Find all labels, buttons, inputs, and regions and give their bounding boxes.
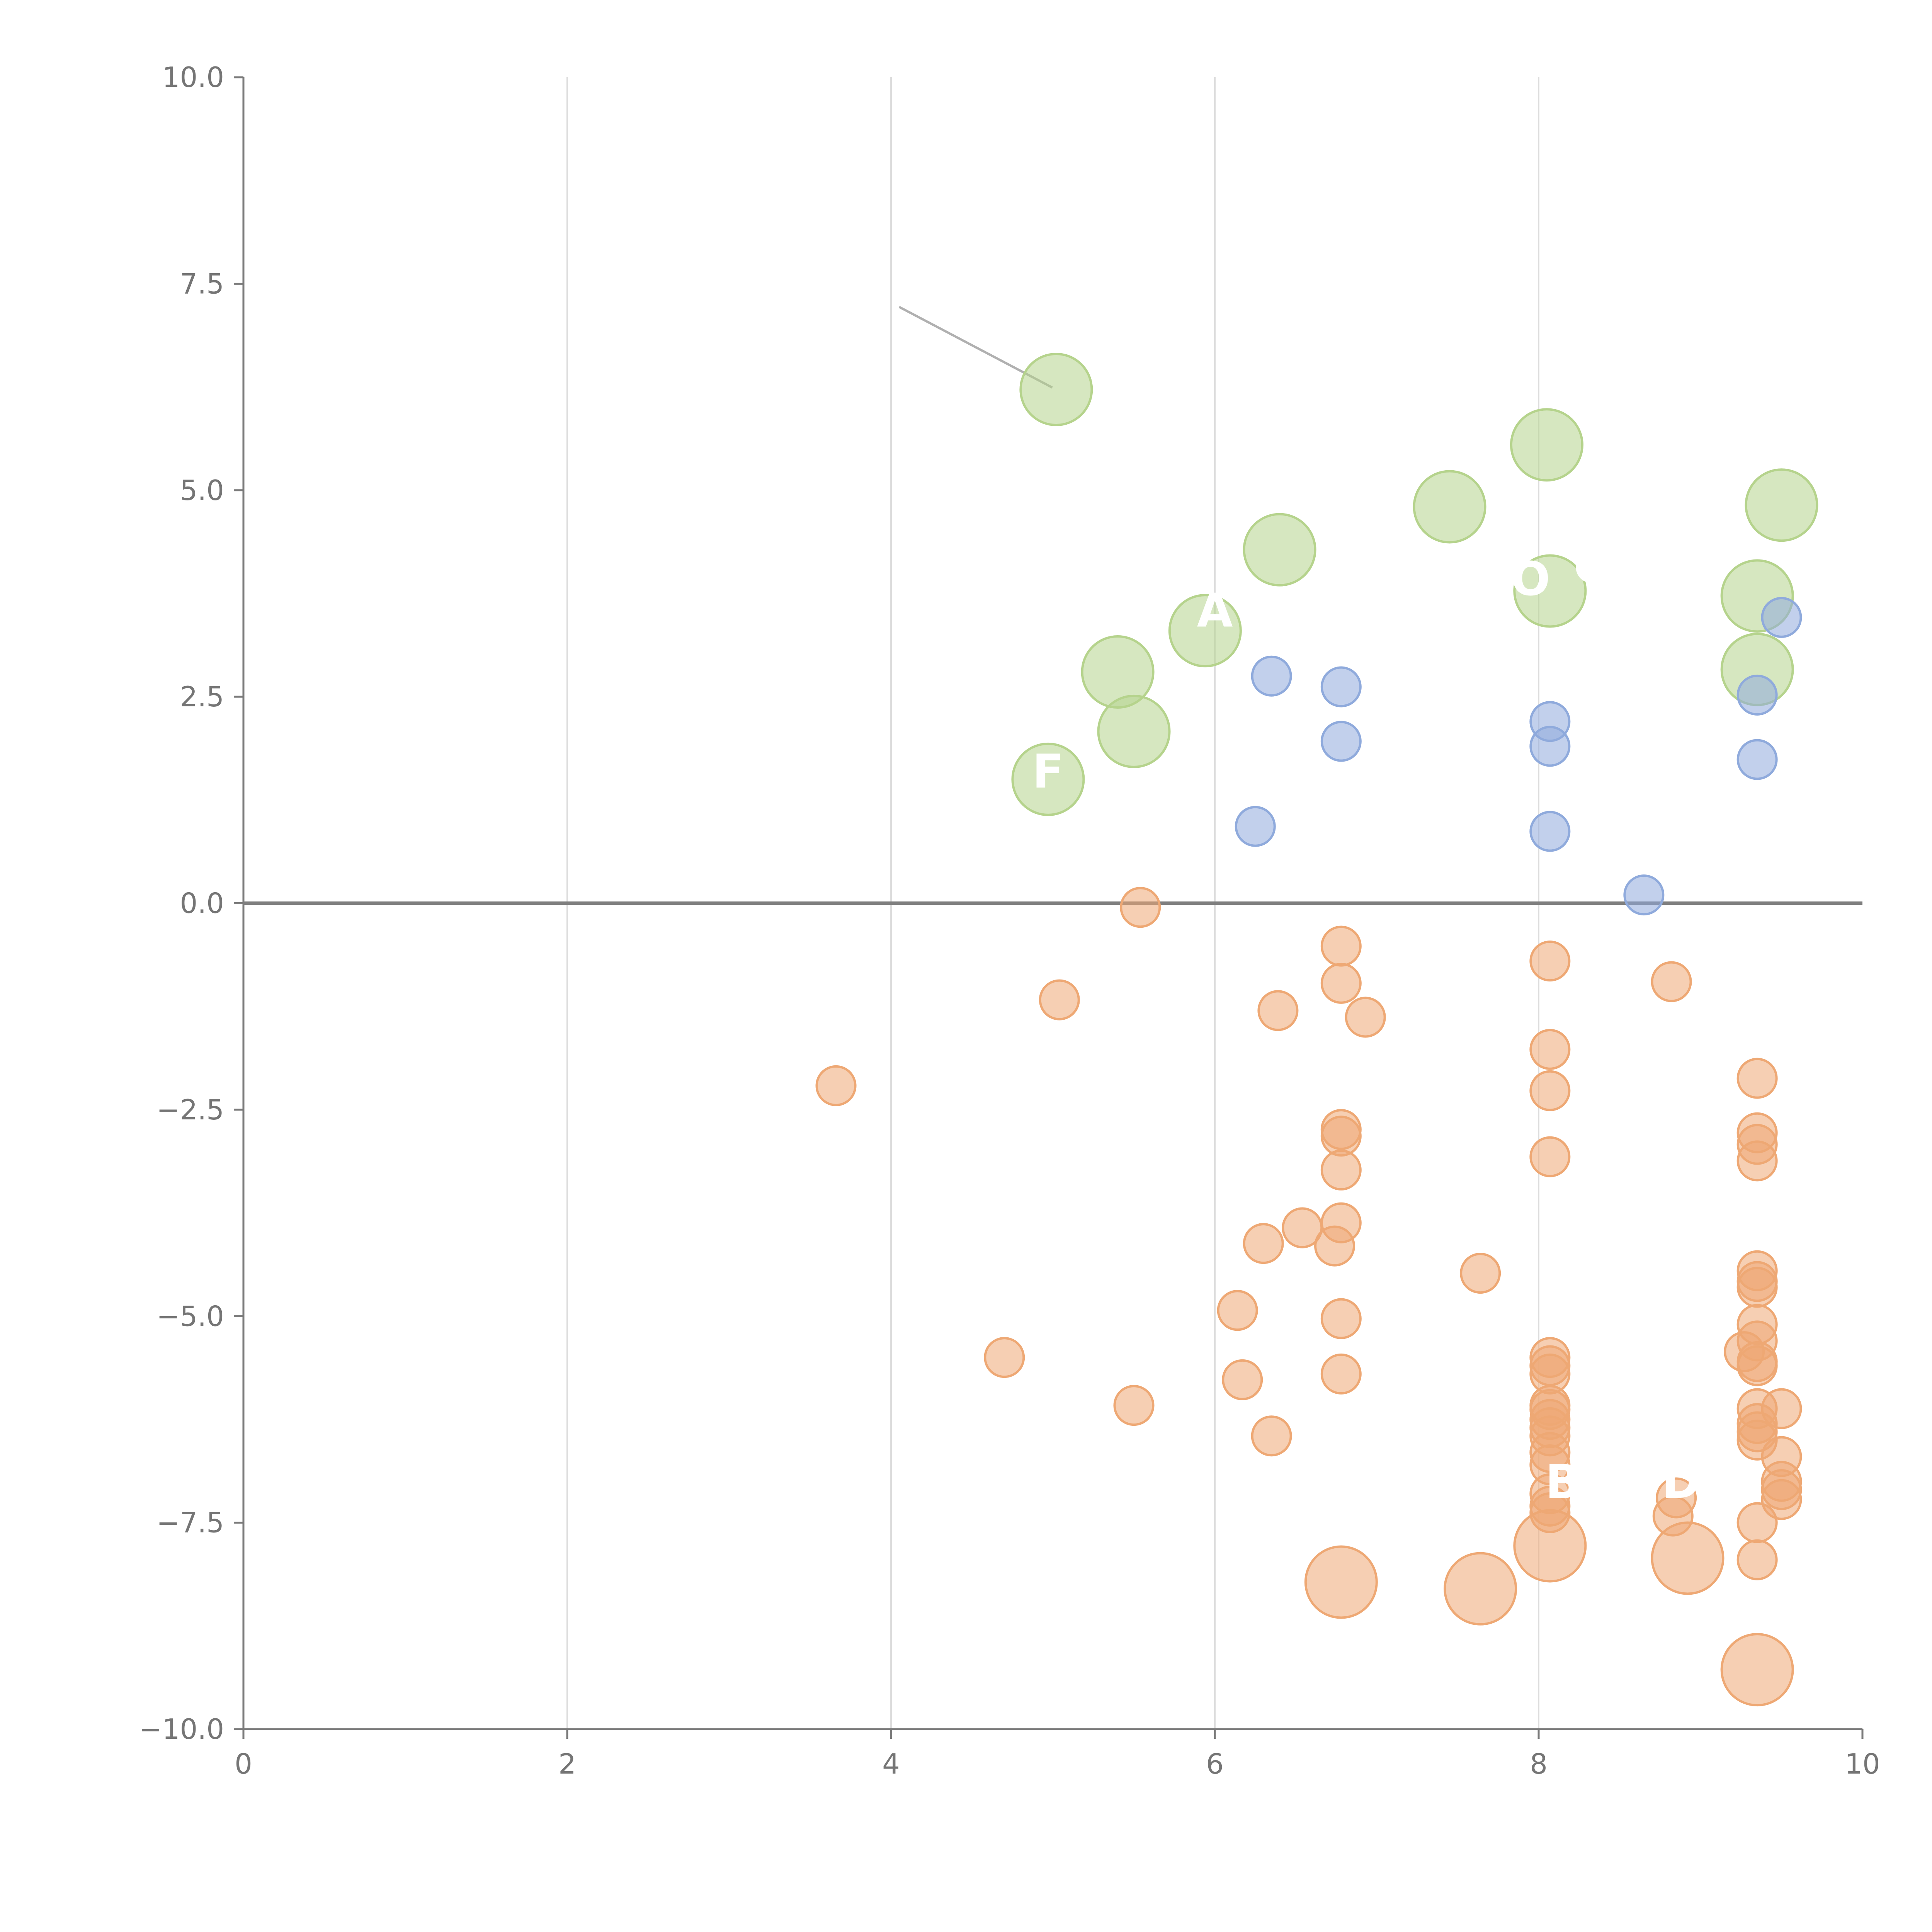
data-point xyxy=(1623,874,1665,916)
data-point xyxy=(1736,1345,1778,1386)
data-point xyxy=(1736,674,1778,716)
data-point xyxy=(1217,1290,1258,1331)
data-point xyxy=(1304,1545,1378,1619)
data-point xyxy=(815,1065,857,1106)
point-label: O xyxy=(1511,553,1550,606)
data-point xyxy=(1529,1029,1571,1070)
y-tick-label: 0.0 xyxy=(180,887,224,920)
data-point xyxy=(1529,1136,1571,1177)
data-point xyxy=(1168,594,1242,668)
data-point xyxy=(1039,979,1080,1020)
point-labels: F A O C B D xyxy=(1032,540,1700,1509)
data-point xyxy=(1320,925,1362,967)
data-point xyxy=(1651,1521,1725,1595)
data-point xyxy=(1345,997,1386,1038)
x-tick-label: 8 xyxy=(1530,1748,1548,1780)
data-point xyxy=(1413,470,1486,544)
data-point xyxy=(1529,811,1571,852)
y-tick-label: −2.5 xyxy=(156,1094,224,1126)
data-point xyxy=(1736,739,1778,780)
point-label: F xyxy=(1032,745,1064,799)
point-label: A xyxy=(1197,584,1233,638)
point-label: C xyxy=(1573,540,1607,594)
point-label: D xyxy=(1662,1456,1701,1509)
data-point xyxy=(1745,468,1818,542)
data-point xyxy=(1097,694,1171,768)
axes: 0 2 4 6 8 10 10.0 7.5 5.0 2.5 0.0 −2.5 −5.0 −7.5 −10.0 xyxy=(139,61,1880,1780)
data-point xyxy=(1529,940,1571,982)
data-point xyxy=(1651,961,1692,1002)
y-tick-label: −5.0 xyxy=(156,1300,224,1332)
data-point xyxy=(1243,1223,1284,1264)
data-point xyxy=(1529,1070,1571,1111)
y-tick-label: 5.0 xyxy=(180,474,224,507)
data-point xyxy=(1222,1359,1263,1400)
y-tick-label: 7.5 xyxy=(180,267,224,300)
x-tick-label: 0 xyxy=(235,1748,252,1780)
x-tick-label: 2 xyxy=(558,1748,576,1780)
data-point xyxy=(1320,1149,1362,1190)
data-point xyxy=(1513,554,1587,628)
y-tick-label: 10.0 xyxy=(162,61,224,94)
data-point xyxy=(1460,1253,1501,1294)
data-point xyxy=(1320,666,1362,707)
data-point xyxy=(1736,1502,1778,1543)
data-point xyxy=(1736,1267,1778,1308)
data-point xyxy=(1736,1140,1778,1182)
y-tick-label: 2.5 xyxy=(180,680,224,713)
data-point xyxy=(984,1337,1025,1378)
data-point xyxy=(1736,1539,1778,1580)
data-point xyxy=(1320,721,1362,762)
data-point xyxy=(1282,1207,1323,1248)
data-point xyxy=(1011,742,1085,816)
data-point xyxy=(1720,1633,1794,1707)
data-point xyxy=(1529,726,1571,767)
data-point xyxy=(1513,1509,1587,1583)
x-tick-label: 6 xyxy=(1206,1748,1224,1780)
y-tick-label: −10.0 xyxy=(139,1713,224,1745)
data-point xyxy=(1761,597,1802,638)
data-point xyxy=(1320,1298,1362,1339)
y-tick-label: −7.5 xyxy=(156,1507,224,1539)
data-point xyxy=(1736,1058,1778,1099)
data-point xyxy=(1510,408,1583,482)
data-point xyxy=(1243,513,1316,587)
data-point xyxy=(1019,352,1093,426)
data-point xyxy=(1314,1225,1355,1267)
data-point xyxy=(1320,963,1362,1004)
data-points xyxy=(815,352,1818,1707)
data-point xyxy=(1251,1415,1292,1457)
x-tick-label: 10 xyxy=(1845,1748,1880,1780)
data-point xyxy=(1257,990,1299,1031)
point-label: B xyxy=(1545,1456,1580,1509)
data-point xyxy=(1120,887,1161,928)
data-point xyxy=(1113,1385,1155,1426)
data-point xyxy=(1444,1552,1517,1626)
data-point xyxy=(1235,806,1276,847)
data-point xyxy=(1320,1353,1362,1395)
data-point xyxy=(1251,655,1292,697)
x-tick-label: 4 xyxy=(882,1748,900,1780)
